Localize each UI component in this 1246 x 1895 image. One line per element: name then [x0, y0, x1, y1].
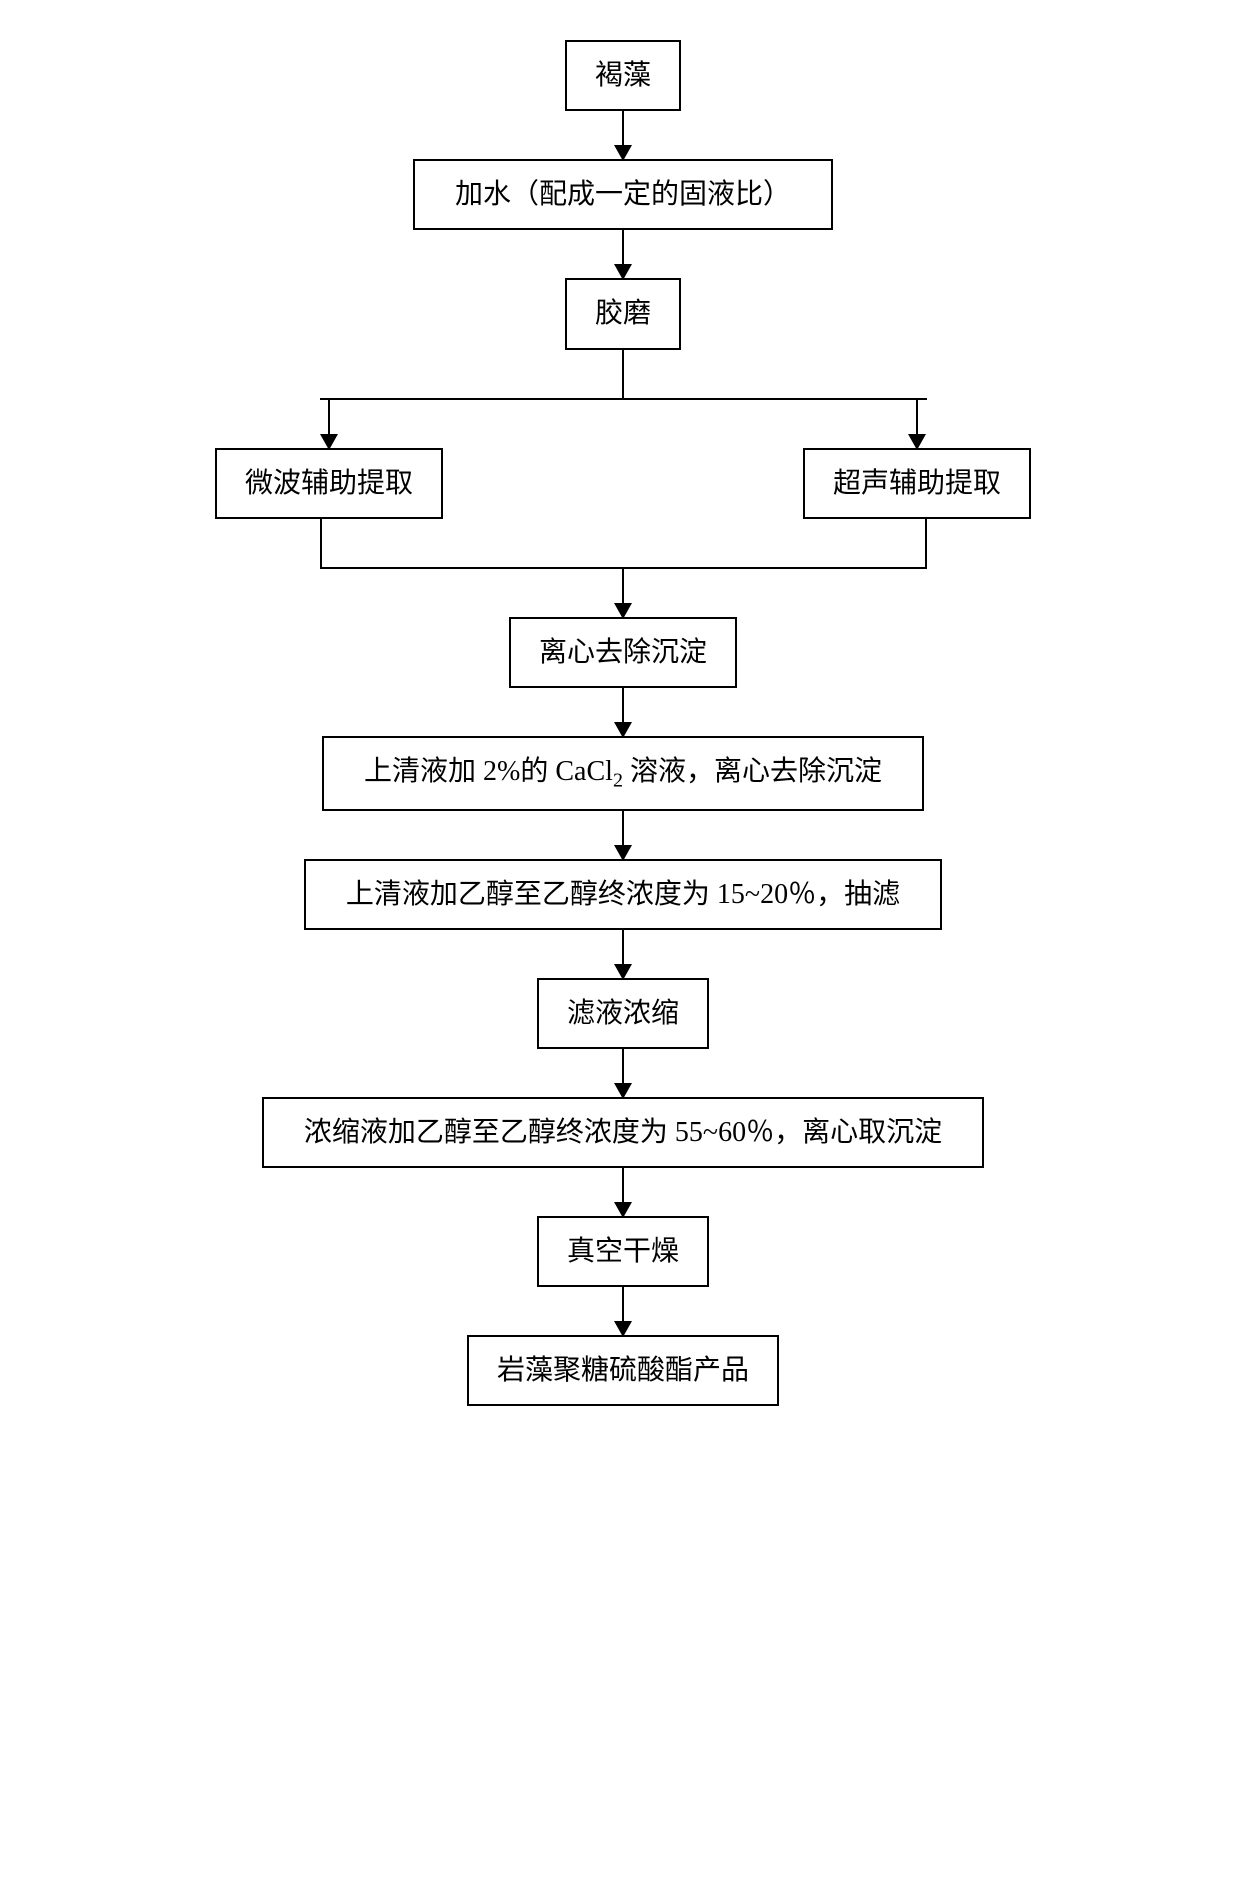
split-right-column: 超声辅助提取	[803, 400, 1031, 567]
arrow-10	[622, 1287, 624, 1335]
node-vacuum-dry: 真空干燥	[537, 1216, 709, 1287]
arrow-split-right-down	[916, 400, 918, 448]
arrow-6	[622, 811, 624, 859]
cacl2-subscript: 2	[613, 770, 623, 792]
node-cacl2: 上清液加 2%的 CaCl2 溶液，离心去除沉淀	[322, 736, 924, 811]
arrow-8	[622, 1049, 624, 1097]
arrow-7	[622, 930, 624, 978]
node-ethanol-1: 上清液加乙醇至乙醇终浓度为 15~20％，抽滤	[304, 859, 942, 930]
cacl2-prefix: 上清液加 2%的 CaCl	[364, 756, 613, 787]
node-microwave: 微波辅助提取	[215, 448, 443, 519]
merge-right-vertical	[925, 519, 927, 567]
cacl2-suffix: 溶液，离心去除沉淀	[623, 756, 882, 787]
arrow-9	[622, 1168, 624, 1216]
arrow-split-left-down	[328, 400, 330, 448]
node-ethanol-2: 浓缩液加乙醇至乙醇终浓度为 55~60％，离心取沉淀	[262, 1097, 984, 1168]
split-left-column: 微波辅助提取	[215, 400, 443, 567]
node-concentrate: 滤液浓缩	[537, 978, 709, 1049]
node-product: 岩藻聚糖硫酸酯产品	[467, 1335, 779, 1406]
node-start: 褐藻	[565, 40, 681, 111]
node-colloid-mill: 胶磨	[565, 278, 681, 349]
node-add-water: 加水（配成一定的固液比）	[413, 159, 833, 230]
arrow-merge-down	[622, 569, 624, 617]
arrow-1	[622, 111, 624, 159]
node-ultrasonic: 超声辅助提取	[803, 448, 1031, 519]
flowchart-container: 褐藻 加水（配成一定的固液比） 胶磨 微波辅助提取 超声辅助提取 离心去除沉淀	[20, 40, 1226, 1406]
arrow-5	[622, 688, 624, 736]
split-section: 微波辅助提取 超声辅助提取	[20, 350, 1226, 617]
split-horizontal-line	[320, 398, 927, 400]
arrow-2	[622, 230, 624, 278]
node-centrifuge-1: 离心去除沉淀	[509, 617, 737, 688]
merge-left-vertical	[320, 519, 322, 567]
